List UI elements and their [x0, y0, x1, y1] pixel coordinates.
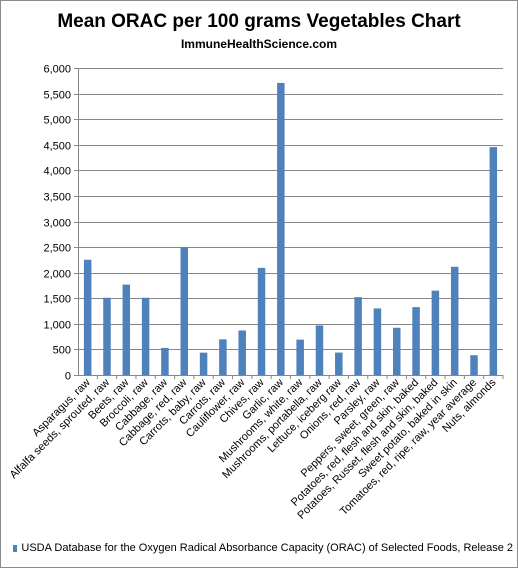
bar: [354, 297, 362, 375]
bar: [122, 284, 131, 375]
bar: [180, 247, 188, 375]
bar: [489, 147, 498, 375]
bar: [431, 290, 440, 375]
legend-swatch: [13, 544, 18, 552]
bar: [219, 339, 227, 375]
y-tick-label: 500: [53, 345, 71, 357]
bar: [199, 352, 208, 375]
bar: [103, 297, 111, 375]
bar: [373, 308, 382, 375]
bar: [412, 307, 420, 375]
y-tick-label: 2,500: [43, 243, 71, 255]
y-tick-label: 6,000: [43, 64, 71, 76]
chart-title: Mean ORAC per 100 grams Vegetables Chart: [57, 11, 461, 32]
bar: [257, 267, 266, 375]
y-tick-label: 4,500: [43, 141, 71, 153]
y-tick-label: 5,500: [43, 90, 71, 102]
y-tick-label: 4,000: [43, 166, 71, 178]
y-tick-label: 3,000: [43, 218, 71, 230]
y-tick-label: 1,500: [43, 294, 71, 306]
bar: [296, 339, 304, 375]
y-tick-label: 3,500: [43, 192, 71, 204]
y-tick-label: 1,000: [43, 320, 71, 332]
bar: [315, 325, 324, 375]
bar: [83, 259, 92, 375]
y-tick-label: 5,000: [43, 115, 71, 127]
bar: [393, 327, 401, 375]
bar: [238, 330, 246, 375]
chart-subtitle: ImmuneHealthScience.com: [180, 37, 338, 51]
legend: USDA Database for the Oxygen Radical Abs…: [13, 542, 513, 554]
bar: [141, 297, 150, 375]
y-tick-label: 2,000: [43, 269, 71, 281]
bar: [335, 352, 343, 375]
bar: [161, 347, 169, 375]
bar: [470, 355, 478, 375]
y-tick-label: 0: [65, 371, 71, 383]
x-tick-label: Alfalfa seeds, sprouted, raw: [8, 377, 113, 482]
bar: [277, 82, 285, 375]
bar: [450, 266, 459, 375]
legend-label: USDA Database for the Oxygen Radical Abs…: [21, 542, 513, 554]
